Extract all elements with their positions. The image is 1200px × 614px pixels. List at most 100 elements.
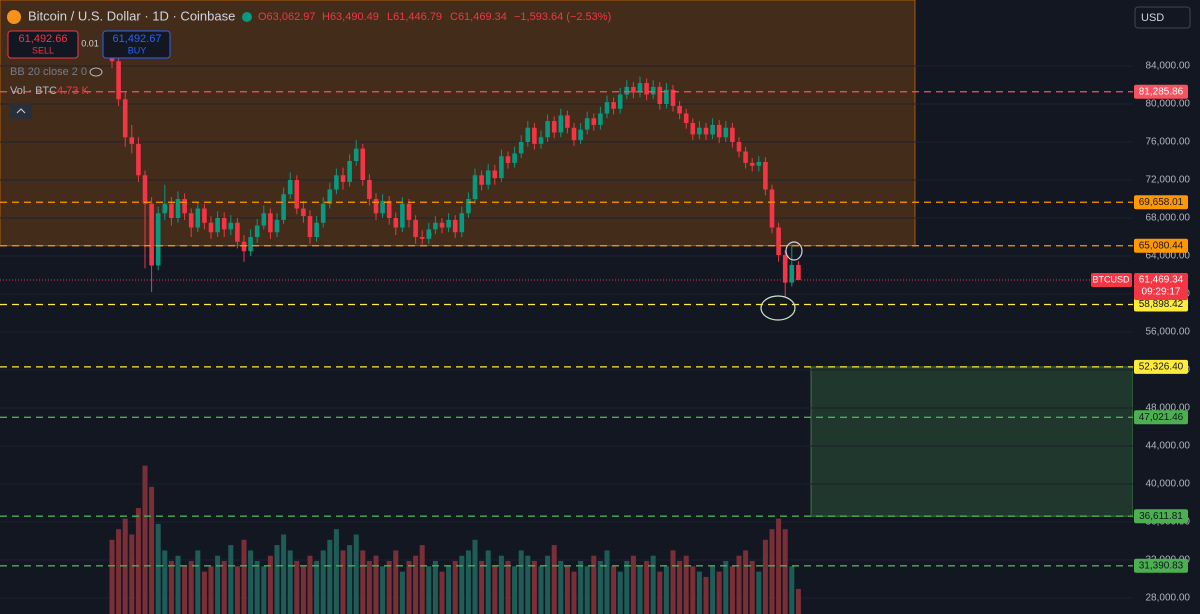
- volume-bar: [452, 561, 458, 614]
- buy-button[interactable]: [102, 30, 171, 59]
- candle-body: [287, 179, 293, 195]
- volume-bar: [373, 555, 379, 614]
- candle-body: [763, 161, 768, 190]
- y-tick-label: 80,000.00: [1146, 99, 1191, 110]
- candle-body: [697, 127, 702, 135]
- candle-body: [248, 236, 253, 252]
- candle-body: [730, 127, 735, 142]
- volume-bar: [630, 555, 636, 614]
- ohlc-change: −1,593.64 (−2.53%): [514, 11, 611, 23]
- volume-bar: [446, 566, 452, 614]
- currency[interactable]: USD: [1141, 12, 1164, 24]
- volume-bar: [360, 550, 366, 614]
- candle-body: [723, 127, 729, 138]
- volume-bar: [571, 571, 577, 614]
- sell-button[interactable]: [7, 30, 79, 59]
- sell-price[interactable]: 61,492.66: [19, 33, 68, 45]
- volume-bar: [479, 561, 485, 614]
- volume-bar: [320, 550, 326, 614]
- symbol-label: BTCUSD: [1092, 274, 1130, 284]
- volume-bar: [195, 550, 201, 614]
- level-tag: [1134, 195, 1188, 210]
- volume-bar: [155, 523, 161, 614]
- candle-body: [525, 127, 531, 142]
- volume-bar: [637, 566, 643, 614]
- candle-body: [584, 118, 590, 130]
- candle-body: [532, 127, 537, 144]
- level-label: 81,285.86: [1139, 86, 1184, 97]
- candle-body: [386, 200, 392, 218]
- volume-bar: [663, 566, 669, 614]
- volume-bar: [597, 561, 603, 614]
- candle-body: [459, 213, 465, 233]
- currency-dropdown[interactable]: [1134, 6, 1191, 29]
- spread: 0.01: [81, 38, 99, 48]
- candle-body: [340, 175, 346, 182]
- market-status: [242, 12, 252, 22]
- level-tag: [1134, 558, 1188, 573]
- indicator-label[interactable]: BB 20 close 2 0: [10, 66, 87, 78]
- candle-body: [591, 118, 597, 125]
- candle-body: [624, 86, 630, 95]
- candle-body: [578, 129, 583, 141]
- level-label: 69,658.01: [1139, 197, 1184, 208]
- volume-bar: [538, 566, 544, 614]
- volume-bar: [743, 550, 749, 614]
- volume-bar: [551, 545, 557, 614]
- candle-body: [129, 137, 135, 144]
- volume-value: 4.73 K: [57, 85, 89, 97]
- candle-body: [683, 113, 689, 123]
- candle-body: [743, 151, 748, 163]
- candle-body: [208, 222, 214, 233]
- level-label: 36,611.81: [1139, 511, 1183, 522]
- candle-body: [598, 113, 603, 125]
- sell-label[interactable]: SELL: [32, 45, 54, 55]
- volume-bar: [333, 529, 339, 614]
- coin-icon: [7, 10, 21, 24]
- level-label: 31,390.83: [1139, 560, 1184, 571]
- candle-body: [274, 219, 280, 233]
- volume-bar: [294, 561, 300, 614]
- candle-body: [690, 122, 696, 135]
- candle-body: [419, 236, 425, 239]
- volume-bar: [749, 561, 755, 614]
- candle-body: [228, 222, 234, 230]
- candle-body: [769, 189, 775, 228]
- candle-body: [254, 225, 260, 237]
- volume-bar: [182, 566, 188, 614]
- annotation-circle: [785, 241, 803, 261]
- collapse-icon[interactable]: [16, 108, 26, 114]
- volume-label[interactable]: Vol · BTC: [10, 85, 57, 97]
- volume-bar: [314, 561, 320, 614]
- volume-bar: [498, 555, 504, 614]
- volume-bar: [175, 555, 181, 614]
- candle-body: [518, 141, 524, 154]
- candle-body: [796, 264, 801, 281]
- level-tag: [1134, 509, 1188, 524]
- volume-bar: [201, 571, 207, 614]
- collapse-button[interactable]: [10, 103, 32, 119]
- volume-bar: [399, 571, 405, 614]
- last-price-tag: [1134, 273, 1188, 301]
- eye-icon[interactable]: [89, 67, 103, 77]
- candle-body: [334, 175, 339, 190]
- volume-bar: [716, 571, 722, 614]
- volume-bar: [261, 566, 267, 614]
- volume-bar: [644, 561, 650, 614]
- volume-bar: [413, 555, 419, 614]
- candle-body: [347, 160, 352, 182]
- volume-bar: [109, 539, 115, 614]
- volume-bar: [518, 550, 524, 614]
- candle-body: [565, 115, 570, 128]
- ohlc-high: H63,490.49: [322, 11, 379, 23]
- volume-bar: [578, 561, 584, 614]
- volume-bar: [723, 561, 729, 614]
- buy-price[interactable]: 61,492.67: [113, 33, 162, 45]
- buy-label[interactable]: BUY: [128, 45, 147, 55]
- volume-bar: [591, 555, 597, 614]
- y-tick-label: 56,000.00: [1146, 327, 1191, 338]
- volume-bar: [307, 555, 313, 614]
- volume-bar: [228, 545, 234, 614]
- volume-bar: [221, 561, 227, 614]
